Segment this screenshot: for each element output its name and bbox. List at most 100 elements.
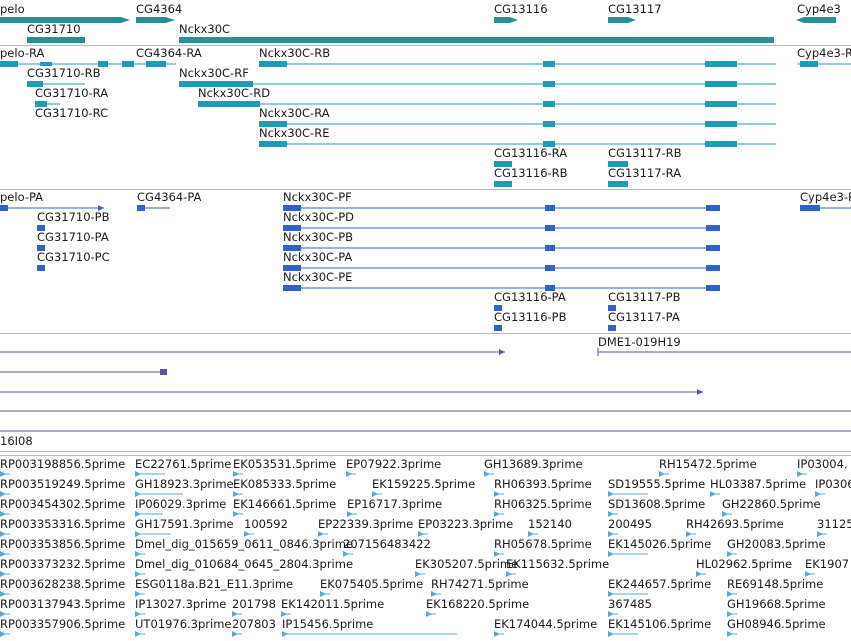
protein-row-4[interactable] bbox=[0, 262, 851, 276]
est-label[interactable]: RP003454302.5prime bbox=[0, 497, 126, 511]
est-label[interactable]: EK145106.5prime bbox=[608, 617, 712, 631]
transcript-label-cg13117-rb[interactable]: CG13117-RB bbox=[608, 146, 682, 160]
est-label[interactable]: GH18923.3prime bbox=[135, 477, 234, 491]
est-label[interactable]: IP15456.5prime bbox=[282, 617, 374, 631]
est-feature[interactable] bbox=[346, 470, 358, 478]
est-label[interactable]: SD13608.5prime bbox=[608, 497, 706, 511]
est-feature[interactable] bbox=[135, 610, 147, 618]
protein-label-nckx30c-pa[interactable]: Nckx30C-PA bbox=[283, 250, 353, 264]
est-feature[interactable] bbox=[0, 470, 12, 478]
protein-row-2[interactable] bbox=[0, 222, 851, 236]
transcript-label-cg4364-ra[interactable]: CG4364-RA bbox=[136, 46, 202, 60]
est-feature[interactable] bbox=[696, 570, 708, 578]
est-feature[interactable] bbox=[0, 550, 12, 558]
est-feature[interactable] bbox=[727, 550, 739, 558]
est-feature[interactable] bbox=[0, 530, 12, 538]
protein-label-nckx30c-pe[interactable]: Nckx30C-PE bbox=[283, 270, 353, 284]
est-label[interactable]: EK168220.5prime bbox=[426, 597, 530, 611]
est-label[interactable]: ESG0118a.B21_E11.3prime bbox=[135, 577, 294, 591]
est-label[interactable]: IP06029.3prime bbox=[135, 497, 227, 511]
est-label[interactable]: 207803 bbox=[232, 617, 276, 631]
est-feature[interactable] bbox=[135, 490, 185, 498]
est-label[interactable]: 152140 bbox=[528, 517, 572, 531]
transcript-row-4[interactable] bbox=[0, 118, 851, 132]
est-feature[interactable] bbox=[608, 630, 640, 638]
gene-nckx30c[interactable] bbox=[179, 37, 774, 43]
clone-label-16i08[interactable]: 16I08 bbox=[0, 434, 33, 448]
est-feature[interactable] bbox=[233, 490, 245, 498]
est-label[interactable]: 207156483422 bbox=[343, 537, 431, 551]
protein-row-7[interactable] bbox=[0, 322, 851, 336]
est-feature[interactable] bbox=[372, 490, 384, 498]
est-label[interactable]: RP003137943.5prime bbox=[0, 597, 126, 611]
est-label[interactable]: RE69148.5prime bbox=[727, 577, 824, 591]
est-label[interactable]: EK075405.5prime bbox=[320, 577, 424, 591]
est-feature[interactable] bbox=[805, 570, 817, 578]
transcript-label-cg13116-ra[interactable]: CG13116-RA bbox=[494, 146, 568, 160]
est-label[interactable]: 311258 bbox=[817, 517, 851, 531]
transcript-label-cg31710-rc[interactable]: CG31710-RC bbox=[35, 106, 109, 120]
est-label[interactable]: GH20083.5prime bbox=[727, 537, 826, 551]
protein-label-cg31710-pb[interactable]: CG31710-PB bbox=[37, 210, 110, 224]
est-feature[interactable] bbox=[608, 550, 650, 558]
gene-pelo[interactable] bbox=[0, 17, 121, 23]
est-label[interactable]: RP003373232.5prime bbox=[0, 557, 126, 571]
transcript-label-nckx30c-rb[interactable]: Nckx30C-RB bbox=[259, 46, 331, 60]
est-feature[interactable] bbox=[0, 570, 12, 578]
est-label[interactable]: EK053531.5prime bbox=[233, 457, 337, 471]
est-label[interactable]: RH05678.5prime bbox=[494, 537, 592, 551]
est-feature[interactable] bbox=[817, 530, 829, 538]
est-label[interactable]: RP003198856.5prime bbox=[0, 457, 126, 471]
est-feature[interactable] bbox=[232, 630, 244, 638]
est-feature[interactable] bbox=[135, 590, 147, 598]
est-feature[interactable] bbox=[418, 530, 430, 538]
est-label[interactable]: HL02962.5prime bbox=[696, 557, 793, 571]
transcript-row-6[interactable] bbox=[0, 158, 851, 172]
est-feature[interactable] bbox=[232, 610, 244, 618]
transcript-row-3[interactable] bbox=[0, 98, 851, 112]
est-label[interactable]: GH17591.3prime bbox=[135, 517, 234, 531]
clone-label-dme1-019h19[interactable]: DME1-019H19 bbox=[598, 335, 681, 349]
est-feature[interactable] bbox=[494, 510, 506, 518]
est-label[interactable]: IP13027.3prime bbox=[135, 597, 227, 611]
est-label[interactable]: EK085333.5prime bbox=[233, 477, 337, 491]
est-label[interactable]: EP03223.3prime bbox=[418, 517, 514, 531]
est-feature[interactable] bbox=[282, 630, 459, 638]
est-label[interactable]: IP0306 bbox=[815, 477, 851, 491]
est-label[interactable]: EK145026.5prime bbox=[608, 537, 712, 551]
clone-track-lower[interactable] bbox=[0, 405, 851, 435]
est-label[interactable]: GH22860.5prime bbox=[722, 497, 821, 511]
transcript-label-cg31710-ra[interactable]: CG31710-RA bbox=[35, 86, 109, 100]
est-label[interactable]: RP003519249.5prime bbox=[0, 477, 126, 491]
est-label[interactable]: GH13689.3prime bbox=[484, 457, 583, 471]
est-label[interactable]: RP003357906.5prime bbox=[0, 617, 126, 631]
protein-label-cg13117-pa[interactable]: CG13117-PA bbox=[608, 310, 680, 324]
est-label[interactable]: RP003353316.5prime bbox=[0, 517, 126, 531]
est-feature[interactable] bbox=[0, 590, 12, 598]
est-feature[interactable] bbox=[608, 590, 650, 598]
protein-label-cg4364-pa[interactable]: CG4364-PA bbox=[137, 190, 202, 204]
est-label[interactable]: RH06393.5prime bbox=[494, 477, 592, 491]
gene-label-cg13116[interactable]: CG13116 bbox=[494, 2, 548, 16]
gene-cg4364[interactable] bbox=[136, 17, 166, 23]
transcript-label-pelo-ra[interactable]: pelo-RA bbox=[0, 46, 45, 60]
gene-label-cyp4e3[interactable]: Cyp4e3 bbox=[797, 2, 841, 16]
est-label[interactable]: 201798 bbox=[232, 597, 276, 611]
protein-label-cyp4e3-pa[interactable]: Cyp4e3-PA bbox=[800, 190, 851, 204]
est-label[interactable]: EC22761.5prime bbox=[135, 457, 232, 471]
est-feature[interactable] bbox=[686, 530, 698, 538]
est-feature[interactable] bbox=[426, 610, 438, 618]
protein-label-pelo-pa[interactable]: pelo-PA bbox=[0, 190, 44, 204]
protein-label-cg31710-pa[interactable]: CG31710-PA bbox=[37, 230, 109, 244]
transcript-label-nckx30c-rf[interactable]: Nckx30C-RF bbox=[179, 66, 249, 80]
protein-label-nckx30c-pd[interactable]: Nckx30C-PD bbox=[283, 210, 354, 224]
est-label[interactable]: SD19555.5prime bbox=[608, 477, 706, 491]
est-feature[interactable] bbox=[233, 510, 245, 518]
gene-label-cg13117[interactable]: CG13117 bbox=[608, 2, 662, 16]
transcript-label-nckx30c-re[interactable]: Nckx30C-RE bbox=[259, 126, 330, 140]
est-feature[interactable] bbox=[722, 510, 734, 518]
transcript-label-cg13116-rb[interactable]: CG13116-RB bbox=[494, 166, 568, 180]
est-label[interactable]: HL03387.5prime bbox=[710, 477, 807, 491]
est-label[interactable]: RP003353856.5prime bbox=[0, 537, 126, 551]
transcript-row-1[interactable] bbox=[0, 58, 851, 72]
